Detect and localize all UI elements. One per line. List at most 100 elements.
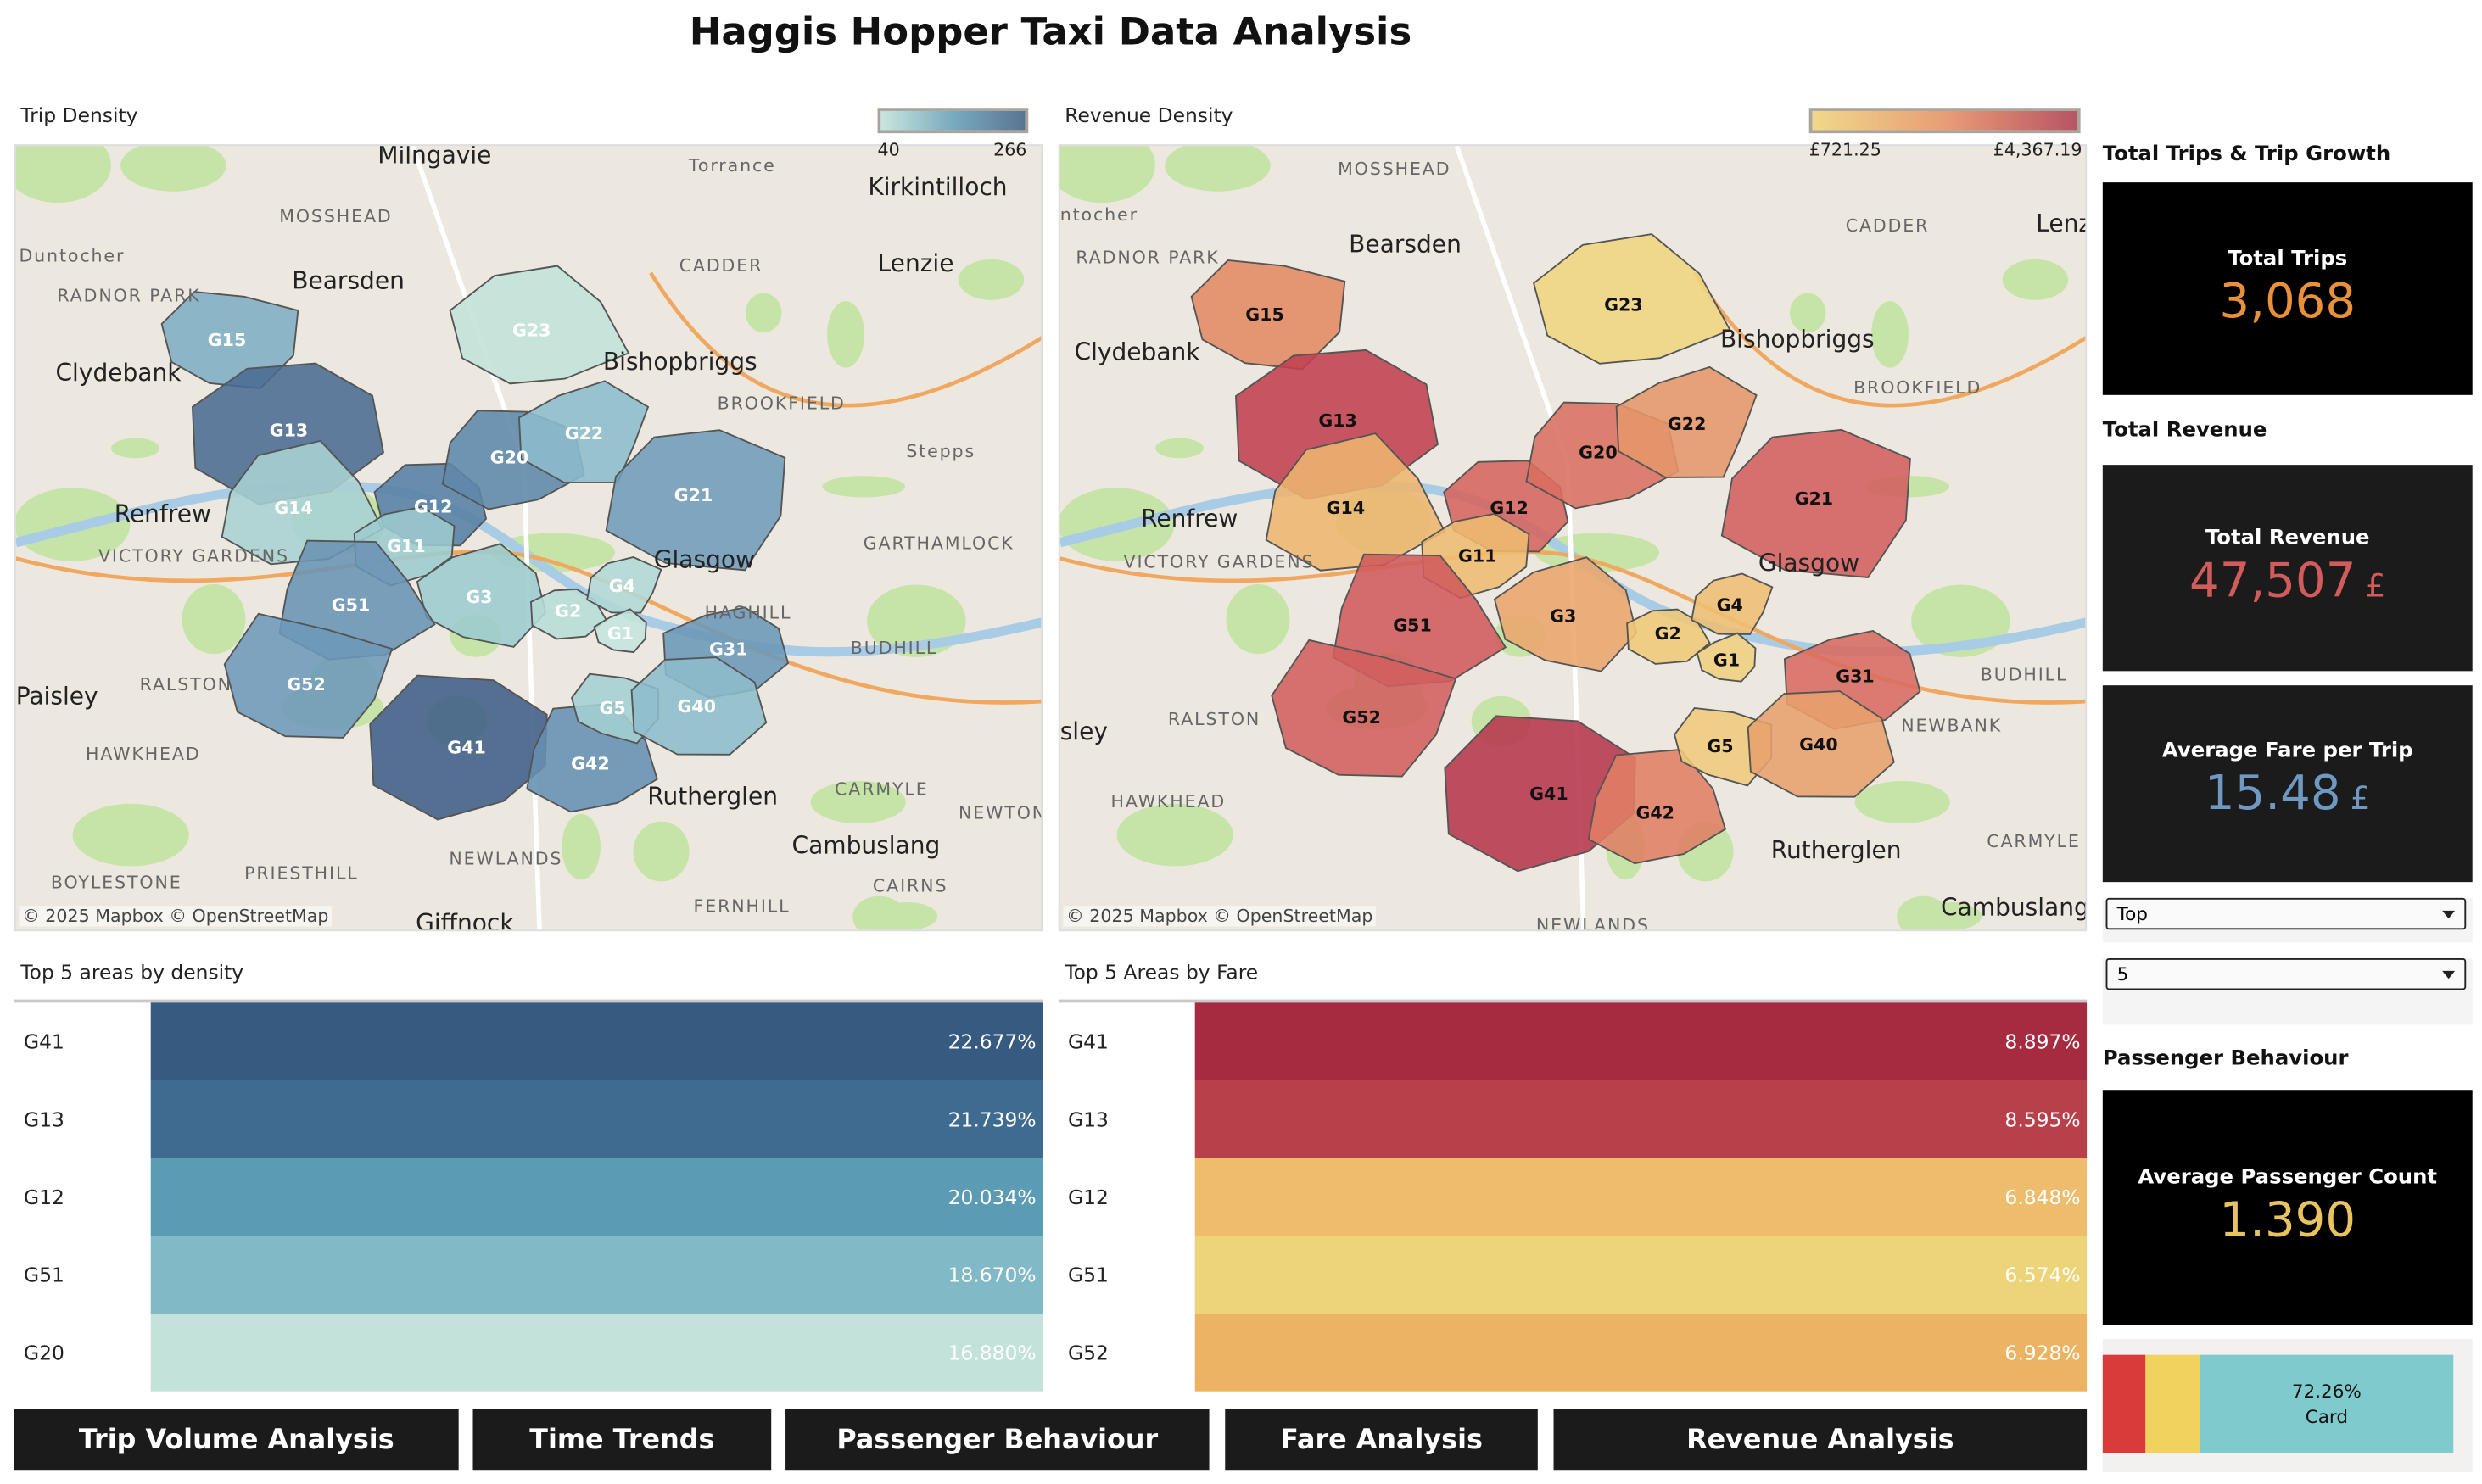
direction-filter-select[interactable]: Top xyxy=(2105,897,2467,930)
pct-label: 6.848% xyxy=(2004,1185,2081,1209)
payment-segment[interactable]: 72.26% Card xyxy=(2200,1354,2454,1453)
table-row[interactable]: G12 20.034% xyxy=(14,1158,1043,1236)
payment-segment[interactable] xyxy=(2145,1354,2200,1453)
zone-label: G21 xyxy=(1795,488,1834,509)
place-label: Paisley xyxy=(16,683,98,711)
zone-g3[interactable] xyxy=(416,543,547,648)
table-row[interactable]: G52 6.928% xyxy=(1059,1314,2088,1392)
nav-fare-analysis[interactable]: Fare Analysis xyxy=(1225,1409,1538,1471)
place-label: CADDER xyxy=(1846,215,1930,236)
zone-g23[interactable] xyxy=(1533,233,1731,365)
nav-passenger-behaviour[interactable]: Passenger Behaviour xyxy=(785,1409,1210,1471)
bar[interactable] xyxy=(150,1236,1043,1314)
place-label: Glasgow xyxy=(1758,549,1859,577)
place-label: Renfrew xyxy=(115,499,211,527)
bar[interactable] xyxy=(1194,1002,2088,1081)
bar[interactable] xyxy=(1194,1314,2088,1392)
currency-unit: £ xyxy=(2365,566,2386,605)
trip-density-title: Trip Density xyxy=(20,103,138,127)
place-label: Clydebank xyxy=(55,359,182,387)
zone-g42[interactable] xyxy=(1587,748,1727,865)
place-label: Renfrew xyxy=(1141,505,1238,533)
place-label: Duntocher xyxy=(19,246,125,266)
nav-revenue-analysis[interactable]: Revenue Analysis xyxy=(1553,1409,2088,1471)
zone-label: G41 xyxy=(447,738,486,758)
zone-label: G51 xyxy=(1393,616,1432,636)
zone-g2[interactable] xyxy=(1626,608,1711,665)
zone-g40[interactable] xyxy=(1747,690,1895,798)
zone-label: G4 xyxy=(1717,594,1743,615)
zone-label: G31 xyxy=(709,639,747,660)
table-row[interactable]: G51 18.670% xyxy=(14,1236,1043,1314)
zone-g1[interactable] xyxy=(1696,632,1757,683)
zone-label: G2 xyxy=(555,601,581,622)
bar[interactable] xyxy=(150,1002,1043,1081)
top-density-chart: G41 22.677% G13 21.739% G12 20.034% G51 18.670%… xyxy=(14,999,1043,1399)
bar[interactable] xyxy=(150,1080,1043,1158)
map-attribution[interactable]: © 2025 Mapbox © OpenStreetMap xyxy=(19,906,333,927)
zone-g22[interactable] xyxy=(1615,365,1758,478)
zone-label: G3 xyxy=(466,587,492,607)
area-label: G13 xyxy=(24,1107,64,1131)
table-row[interactable]: G41 22.677% xyxy=(14,1002,1043,1081)
zone-label: G3 xyxy=(1550,605,1576,626)
place-label: Milngavie xyxy=(377,146,491,170)
bar[interactable] xyxy=(1194,1236,2088,1314)
zone-g1[interactable] xyxy=(593,608,647,654)
zone-g21[interactable] xyxy=(1720,428,1911,578)
direction-filter-value: Top xyxy=(2116,902,2148,925)
area-label: G52 xyxy=(1068,1340,1109,1364)
top-fare-title: Top 5 Areas by Fare xyxy=(1065,959,1259,984)
zone-label: G11 xyxy=(387,536,426,556)
place-label: Glasgow xyxy=(654,546,755,574)
zone-g52[interactable] xyxy=(223,612,394,739)
avg-fare-value: 15.48 xyxy=(2204,766,2341,823)
passenger-header: Passenger Behaviour xyxy=(2102,1046,2349,1071)
park-area xyxy=(1871,301,1909,368)
table-row[interactable]: G13 21.739% xyxy=(14,1080,1043,1158)
table-row[interactable]: G13 8.595% xyxy=(1059,1080,2088,1158)
place-label: NEWTON xyxy=(959,802,1043,823)
place-label: NEWLANDS xyxy=(1536,915,1650,931)
bar[interactable] xyxy=(1194,1158,2088,1236)
zone-g52[interactable] xyxy=(1271,639,1457,778)
bar[interactable] xyxy=(1194,1080,2088,1158)
zone-label: G5 xyxy=(1707,736,1733,756)
map-attribution[interactable]: © 2025 Mapbox © OpenStreetMap xyxy=(1063,906,1377,927)
place-label: BROOKFIELD xyxy=(1853,377,1982,398)
place-label: Giffnock xyxy=(416,909,514,931)
pct-label: 21.739% xyxy=(948,1107,1037,1131)
nav-time-trends[interactable]: Time Trends xyxy=(472,1409,772,1471)
table-row[interactable]: G12 6.848% xyxy=(1059,1158,2088,1236)
trips-header: Total Trips & Trip Growth xyxy=(2102,142,2391,167)
table-row[interactable]: G41 8.897% xyxy=(1059,1002,2088,1081)
segment-label: Card xyxy=(2305,1405,2349,1428)
place-label: GARTHAMLOCK xyxy=(864,533,1015,553)
area-label: G51 xyxy=(1068,1263,1109,1287)
nav-trip-volume-analysis[interactable]: Trip Volume Analysis xyxy=(14,1409,459,1471)
zone-g21[interactable] xyxy=(605,429,786,572)
bar[interactable] xyxy=(150,1314,1043,1392)
river-clyde xyxy=(15,481,1042,657)
zone-g40[interactable] xyxy=(630,656,768,756)
zone-g41[interactable] xyxy=(1444,715,1636,873)
table-row[interactable]: G20 16.880% xyxy=(14,1314,1043,1392)
bar[interactable] xyxy=(150,1158,1043,1236)
zone-g3[interactable] xyxy=(1493,556,1638,672)
payment-segment[interactable] xyxy=(2102,1354,2146,1453)
zone-g22[interactable] xyxy=(517,380,650,484)
trip-density-map[interactable]: Milngavie Torrance Kirkintilloch MOSSHEAD Du… xyxy=(14,144,1043,932)
revenue-density-map[interactable]: MOSSHEAD ntocher Bearsden CADDER Lenzie RADNO… xyxy=(1058,144,2088,932)
zone-label: G13 xyxy=(270,420,309,440)
zone-label: G15 xyxy=(1245,304,1284,325)
count-filter-select[interactable]: 5 xyxy=(2105,957,2467,990)
park-area xyxy=(72,803,189,867)
zone-g41[interactable] xyxy=(369,674,548,821)
zone-g23[interactable] xyxy=(449,265,630,385)
place-label: sley xyxy=(1060,717,1108,745)
pct-label: 8.897% xyxy=(2004,1029,2081,1054)
park-area xyxy=(1854,781,1950,823)
place-label: Rutherglen xyxy=(1771,836,1902,864)
place-label: HAWKHEAD xyxy=(86,744,201,764)
table-row[interactable]: G51 6.574% xyxy=(1059,1236,2088,1314)
